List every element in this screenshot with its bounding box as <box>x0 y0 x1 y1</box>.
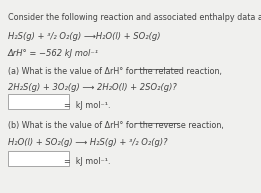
Text: ΔrH° = −562 kJ mol⁻¹: ΔrH° = −562 kJ mol⁻¹ <box>8 49 99 58</box>
Text: =  kJ mol⁻¹.: = kJ mol⁻¹. <box>64 157 110 166</box>
Text: H₂O(l) + SO₂(g) ⟶ H₂S(g) + ³/₂ O₂(g)?: H₂O(l) + SO₂(g) ⟶ H₂S(g) + ³/₂ O₂(g)? <box>8 138 168 147</box>
Text: 2H₂S(g) + 3O₂(g) ⟶ 2H₂O(l) + 2SO₂(g)?: 2H₂S(g) + 3O₂(g) ⟶ 2H₂O(l) + 2SO₂(g)? <box>8 83 177 92</box>
Text: (b) What is the value of ΔrH° for the reverse reaction,: (b) What is the value of ΔrH° for the re… <box>8 121 224 130</box>
Bar <box>8 94 69 109</box>
Text: (a) What is the value of ΔrH° for the related reaction,: (a) What is the value of ΔrH° for the re… <box>8 67 222 76</box>
Text: =  kJ mol⁻¹.: = kJ mol⁻¹. <box>64 101 110 110</box>
Text: H₂S(g) + ³/₂ O₂(g) ⟶H₂O(l) + SO₂(g): H₂S(g) + ³/₂ O₂(g) ⟶H₂O(l) + SO₂(g) <box>8 32 160 41</box>
Bar <box>8 151 69 166</box>
Text: Consider the following reaction and associated enthalpy data at 25°C.: Consider the following reaction and asso… <box>8 13 261 22</box>
